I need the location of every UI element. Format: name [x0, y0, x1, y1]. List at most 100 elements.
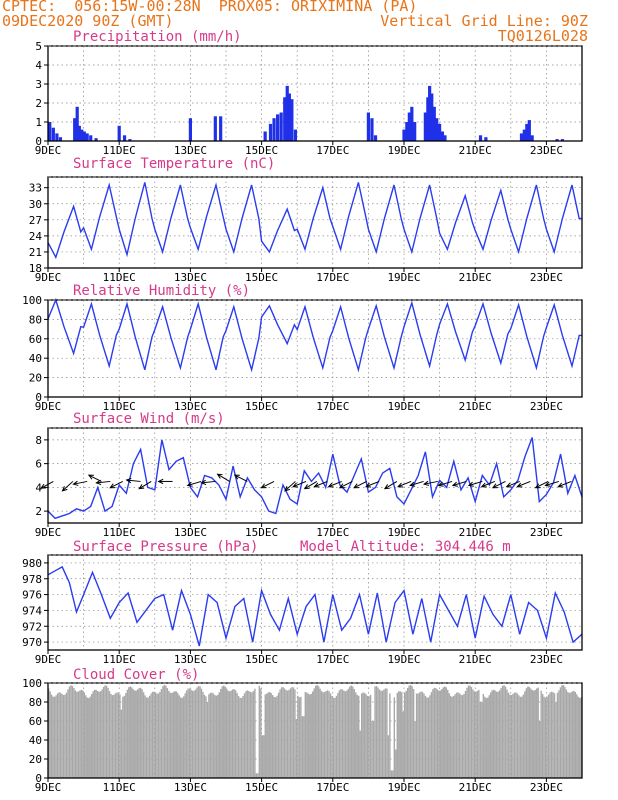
panel-frame	[47, 45, 583, 142]
precip-bar	[423, 112, 427, 141]
cloud-bar	[163, 684, 166, 778]
precip-bar	[426, 97, 430, 141]
wind-arrow	[438, 480, 453, 486]
cloud-bar	[442, 687, 444, 778]
precip-bar	[276, 114, 280, 141]
wind-arrow	[328, 480, 342, 488]
cloud-bar	[292, 687, 295, 778]
cloud-bar	[433, 687, 436, 778]
x-tick-label: 11DEC	[103, 653, 136, 666]
precip-bar	[432, 106, 436, 141]
precip-bar	[438, 123, 442, 141]
x-tick-label: 13DEC	[174, 271, 207, 284]
cloud-bar	[358, 695, 360, 778]
y-tick-label: 33	[29, 182, 42, 195]
cloud-bar	[71, 685, 74, 778]
cloud-bar	[298, 697, 301, 778]
cloud-bar	[402, 711, 404, 778]
cloud-bar	[426, 697, 428, 778]
cloud-bar	[369, 694, 372, 778]
cloud-bar	[132, 689, 134, 778]
wind-arrow-head	[72, 480, 79, 486]
cloud-bar	[519, 696, 522, 778]
cloud-bar	[488, 695, 490, 778]
wind-arrow	[423, 480, 438, 485]
precip-bar	[283, 97, 287, 141]
cloud-bar	[346, 690, 348, 778]
cloud-bar	[228, 691, 231, 778]
y-tick-label: 976	[22, 589, 42, 602]
cloud-bar	[273, 696, 275, 778]
y-tick-label: 18	[29, 262, 42, 275]
cloud-bar	[365, 694, 367, 778]
cloud-bar	[435, 688, 437, 778]
cloud-bar	[117, 692, 120, 778]
precip-bar	[48, 122, 52, 141]
cloud-bar	[202, 691, 204, 778]
cloud-bar	[56, 693, 59, 778]
precip-bar	[128, 139, 132, 141]
y-tick-label: 30	[29, 198, 42, 211]
cloud-bar	[119, 694, 121, 778]
wind-arrow-head	[260, 483, 267, 489]
cloud-bar	[463, 693, 465, 778]
cloud-bar	[137, 689, 139, 778]
cloud-bar	[126, 689, 129, 778]
cloud-bar	[144, 695, 146, 778]
cloud-bar	[177, 692, 179, 778]
cloud-bar	[360, 693, 363, 778]
cloud-bar	[567, 691, 569, 778]
cloud-bar	[151, 691, 154, 778]
cloud-bar	[252, 691, 255, 778]
wind-arrow	[138, 481, 152, 490]
cloud-bar	[242, 696, 244, 778]
cloud-bar	[282, 687, 284, 778]
cloud-bar	[344, 691, 347, 778]
cloud-bar	[485, 698, 487, 778]
cloud-bar	[405, 690, 407, 778]
cloud-bar	[171, 693, 173, 778]
wind-arrow	[284, 481, 296, 492]
x-tick-label: 23DEC	[530, 144, 563, 157]
cloud-bar	[417, 693, 419, 778]
precip-bar	[77, 125, 81, 141]
cloud-bar	[506, 689, 508, 778]
precip-bar	[522, 129, 526, 141]
x-tick-label: 23DEC	[530, 526, 563, 539]
wind-arrow-head	[109, 483, 116, 489]
panel-title: Surface Pressure (hPa)	[73, 539, 258, 555]
cloud-bar	[352, 686, 354, 778]
cloud-bar	[493, 689, 495, 778]
wind-arrow-head	[186, 481, 193, 487]
x-tick-label: 15DEC	[245, 400, 278, 413]
cloud-bar	[447, 689, 449, 778]
cloud-bar	[377, 687, 379, 778]
x-tick-label: 9DEC	[35, 526, 62, 539]
cloud-bar	[184, 693, 186, 778]
cloud-bar	[375, 686, 378, 778]
y-tick-label: 5	[35, 40, 42, 53]
cloud-bar	[372, 721, 375, 778]
cloud-bar	[389, 693, 391, 778]
wind-arrow	[187, 480, 202, 486]
cloud-bar	[154, 692, 157, 778]
cloud-bar	[233, 689, 235, 778]
wind-arrow-head	[338, 483, 345, 489]
cloud-bar	[92, 691, 94, 778]
cloud-bar	[544, 697, 547, 778]
precip-bar	[122, 135, 127, 141]
precip-bar	[117, 125, 121, 141]
cloud-bar	[300, 696, 302, 778]
cloud-bar	[334, 697, 336, 778]
cloud-bar	[378, 689, 381, 778]
cloud-bar	[258, 685, 261, 778]
cloud-bar	[537, 687, 539, 778]
precip-bar	[478, 135, 483, 141]
header-model-code: TQ0126L028	[497, 27, 588, 45]
cloud-bar	[504, 686, 507, 778]
cloud-bar	[341, 689, 344, 778]
cloud-bar	[503, 685, 505, 778]
cloud-bar	[568, 692, 571, 778]
cloud-bar	[323, 692, 326, 778]
x-tick-label: 9DEC	[35, 271, 62, 284]
